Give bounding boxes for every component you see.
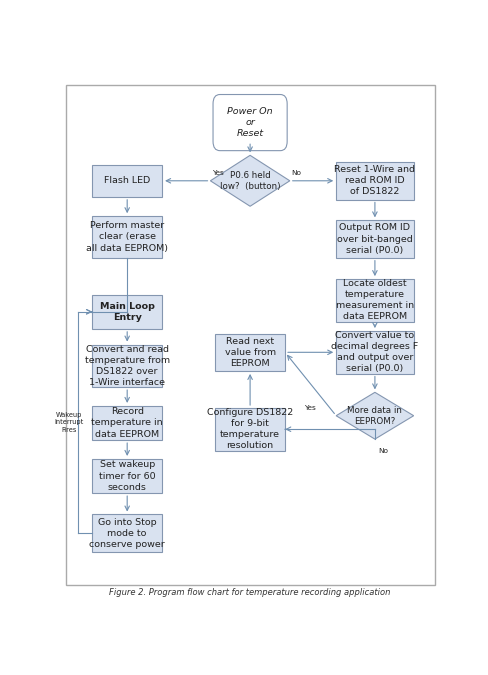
Text: Yes: Yes — [212, 170, 224, 176]
FancyBboxPatch shape — [92, 406, 162, 440]
Text: Read next
value from
EEPROM: Read next value from EEPROM — [224, 337, 276, 368]
Text: Convert and read
temperature from
DS1822 over
1-Wire interface: Convert and read temperature from DS1822… — [84, 345, 170, 387]
Text: Flash LED: Flash LED — [104, 176, 150, 186]
Text: Locate oldest
temperature
measurement in
data EEPROM: Locate oldest temperature measurement in… — [336, 279, 414, 321]
FancyBboxPatch shape — [336, 279, 414, 322]
Text: Main Loop
Entry: Main Loop Entry — [100, 302, 155, 322]
Text: More data in
EEPROM?: More data in EEPROM? — [347, 406, 402, 426]
Text: Wakeup
Interrupt
Fires: Wakeup Interrupt Fires — [55, 412, 84, 433]
Text: No: No — [378, 448, 388, 454]
Text: Yes: Yes — [304, 405, 316, 411]
Text: Figure 2. Program flow chart for temperature recording application: Figure 2. Program flow chart for tempera… — [109, 588, 391, 597]
FancyBboxPatch shape — [92, 165, 162, 197]
Text: Configure DS1822
for 9-bit
temperature
resolution: Configure DS1822 for 9-bit temperature r… — [207, 408, 293, 450]
FancyBboxPatch shape — [336, 220, 414, 258]
Polygon shape — [336, 392, 414, 439]
Text: P0.6 held
low?  (button): P0.6 held low? (button) — [220, 171, 281, 191]
Text: Record
temperature in
data EEPROM: Record temperature in data EEPROM — [91, 408, 163, 439]
Text: Perform master
clear (erase
all data EEPROM): Perform master clear (erase all data EEP… — [86, 221, 168, 252]
FancyBboxPatch shape — [92, 344, 162, 387]
Text: Convert value to
decimal degrees F
and output over
serial (P0.0): Convert value to decimal degrees F and o… — [331, 331, 419, 373]
FancyBboxPatch shape — [92, 514, 162, 552]
FancyBboxPatch shape — [92, 216, 162, 258]
Text: No: No — [292, 170, 302, 176]
FancyBboxPatch shape — [215, 408, 285, 450]
Polygon shape — [210, 155, 290, 207]
FancyBboxPatch shape — [336, 162, 414, 200]
Text: Reset 1-Wire and
read ROM ID
of DS1822: Reset 1-Wire and read ROM ID of DS1822 — [334, 165, 415, 196]
FancyBboxPatch shape — [92, 294, 162, 329]
Text: Output ROM ID
over bit-banged
serial (P0.0): Output ROM ID over bit-banged serial (P0… — [337, 223, 413, 254]
FancyBboxPatch shape — [336, 331, 414, 374]
FancyBboxPatch shape — [215, 333, 285, 371]
Text: Set wakeup
timer for 60
seconds: Set wakeup timer for 60 seconds — [99, 460, 156, 491]
FancyBboxPatch shape — [213, 95, 287, 151]
Text: Power On
or
Reset: Power On or Reset — [227, 107, 273, 138]
FancyBboxPatch shape — [92, 459, 162, 493]
Text: Go into Stop
mode to
conserve power: Go into Stop mode to conserve power — [89, 518, 165, 549]
